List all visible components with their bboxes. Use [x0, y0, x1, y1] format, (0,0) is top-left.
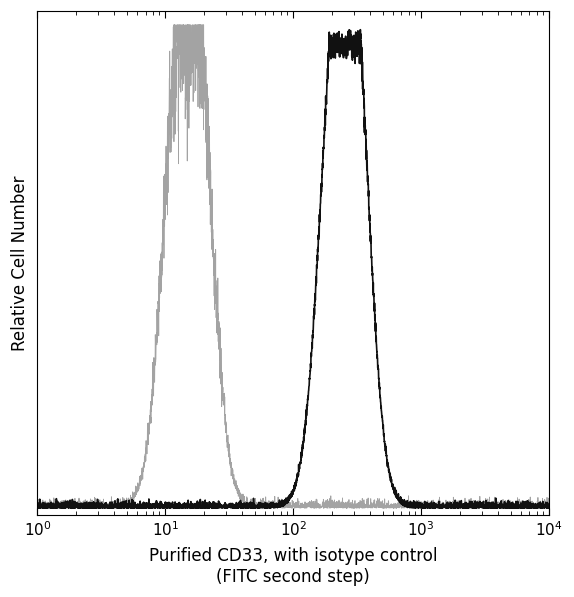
Y-axis label: Relative Cell Number: Relative Cell Number — [11, 176, 29, 351]
X-axis label: Purified CD33, with isotype control
(FITC second step): Purified CD33, with isotype control (FIT… — [149, 547, 437, 586]
